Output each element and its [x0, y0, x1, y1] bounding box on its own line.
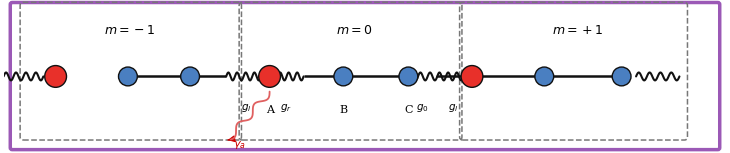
Circle shape — [612, 67, 631, 86]
Text: C: C — [404, 105, 412, 115]
Text: $m = 0$: $m = 0$ — [336, 24, 372, 37]
Text: $m = +1$: $m = +1$ — [553, 24, 604, 37]
Text: $g_l$: $g_l$ — [241, 102, 252, 114]
Circle shape — [118, 67, 137, 86]
Circle shape — [461, 65, 483, 87]
Text: $g_0$: $g_0$ — [416, 102, 429, 114]
Text: A: A — [266, 105, 274, 115]
Text: $m = -1$: $m = -1$ — [104, 24, 156, 37]
Text: B: B — [339, 105, 347, 115]
Circle shape — [258, 65, 280, 87]
Circle shape — [180, 67, 199, 86]
Text: $g_l$: $g_l$ — [448, 102, 458, 114]
Circle shape — [45, 65, 66, 87]
Circle shape — [334, 67, 353, 86]
Circle shape — [399, 67, 418, 86]
Circle shape — [535, 67, 553, 86]
Text: $\gamma_a$: $\gamma_a$ — [234, 139, 246, 151]
Text: $g_r$: $g_r$ — [280, 102, 291, 114]
